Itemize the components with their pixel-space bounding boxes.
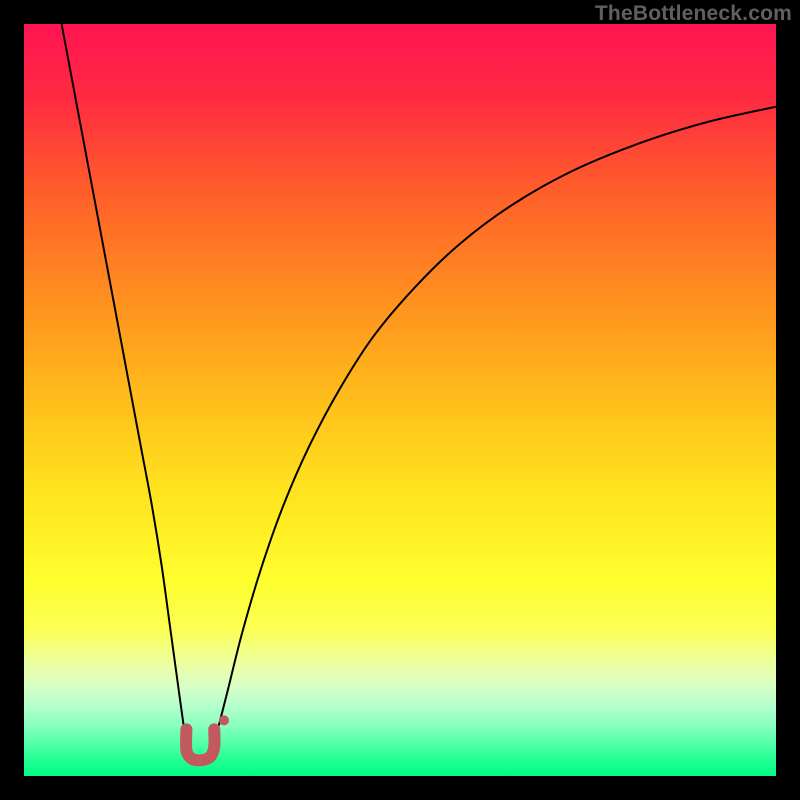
trough-dot-marker <box>219 715 229 725</box>
bottleneck-chart <box>0 0 800 800</box>
watermark-text: TheBottleneck.com <box>595 2 792 26</box>
plot-background <box>24 24 776 776</box>
chart-container: TheBottleneck.com <box>0 0 800 800</box>
